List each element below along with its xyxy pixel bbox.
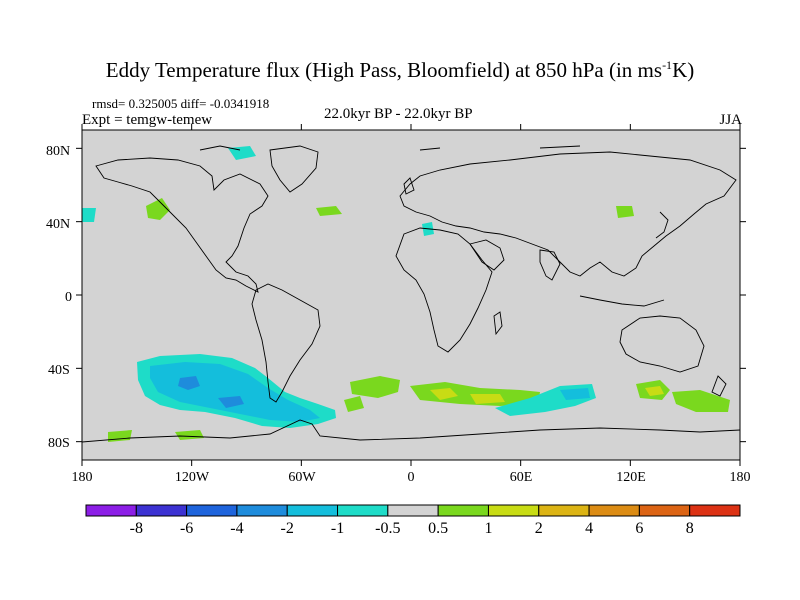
colorbar-swatch-2	[186, 504, 238, 517]
anomaly-region-south-atlantic-core	[430, 388, 458, 400]
colorbar-label-9: 4	[585, 520, 594, 537]
lon-label-0: 0	[407, 470, 415, 485]
coastline-indonesia	[579, 295, 665, 307]
season-label: JJA	[719, 112, 742, 128]
axis-ticks	[76, 124, 746, 466]
anomaly-fields	[82, 146, 730, 442]
anomaly-region-north-pacific	[146, 198, 170, 220]
coastline-madagascar	[493, 311, 503, 336]
lat-label-0: 0	[65, 290, 72, 305]
coastline-north-america	[95, 157, 269, 293]
colorbar-label-4: -1	[330, 520, 345, 537]
lon-label-120e: 120E	[616, 470, 646, 485]
coastline-south-america	[251, 283, 321, 403]
colorbar-swatch-9	[538, 504, 590, 517]
anomaly-region-antarctic-edge-2	[175, 430, 204, 440]
coastline-uk	[403, 177, 415, 195]
colorbar-swatch-8	[487, 504, 540, 517]
period-label: 22.0kyr BP - 22.0kyr BP	[324, 106, 473, 122]
coastline-new-zealand	[711, 375, 727, 397]
lat-label-80s: 80S	[48, 436, 70, 451]
colorbar-label-6: 0.5	[428, 520, 449, 537]
colorbar-label-2: -4	[230, 520, 244, 537]
colorbar-label-3: -2	[280, 520, 294, 537]
anomaly-region-north-atlantic	[228, 146, 256, 160]
anomaly-region-indian-negative-core	[560, 388, 590, 400]
colorbar-swatch-5	[337, 504, 389, 517]
lat-label-40s: 40S	[48, 363, 70, 378]
colorbar-swatch-0	[85, 504, 137, 517]
anomaly-region-south-pacific-core	[178, 376, 200, 390]
colorbar-label-10: 6	[635, 520, 644, 537]
colorbar-swatch-3	[236, 504, 288, 517]
colorbar-swatch-6	[387, 504, 439, 517]
map-title: Eddy Temperature flux (High Pass, Bloomf…	[105, 58, 695, 82]
colorbar-swatch-11	[638, 504, 691, 517]
coastline-greenland	[269, 145, 319, 193]
colorbar-swatch-4	[286, 504, 339, 517]
coastline-australia	[619, 315, 705, 373]
lon-label-60w: 60W	[288, 470, 316, 485]
anomaly-region-west-pacific-north	[82, 208, 96, 222]
colorbar-swatch-12	[689, 504, 741, 517]
coastline-japan	[655, 211, 669, 239]
colorbar-label-5: -0.5	[375, 520, 401, 537]
colorbar-label-11: 8	[685, 520, 694, 537]
lon-label-180e: 180	[729, 470, 751, 485]
coastline-india	[539, 249, 561, 281]
anomaly-region-north-atlantic-2	[316, 206, 342, 216]
coastline-arabia	[469, 239, 505, 271]
anomaly-region-south-atlantic	[350, 376, 400, 398]
lat-label-40n: 40N	[46, 217, 71, 232]
anomaly-region-south-pacific-core-2	[218, 396, 244, 408]
lon-label-60e: 60E	[509, 470, 533, 485]
coastline-antarctica	[82, 419, 740, 443]
colorbar-label-1: -6	[179, 520, 194, 537]
lat-label-80n: 80N	[46, 144, 71, 159]
map-background	[82, 130, 740, 460]
coastlines	[82, 145, 740, 443]
anomaly-region-south-pacific-pos	[672, 390, 730, 412]
experiment-label: Expt = temgw-temew	[82, 112, 213, 128]
anomaly-region-south-atlantic-core-2	[470, 394, 505, 404]
anomaly-region-atlantic-south-far	[344, 396, 364, 412]
colorbar-label-0: -8	[129, 520, 143, 537]
stats-line: rmsd= 0.325005 diff= -0.0341918	[92, 96, 270, 111]
coastline-africa	[395, 227, 493, 353]
colorbar-label-8: 2	[534, 520, 543, 537]
anomaly-region-central-asia	[616, 206, 634, 218]
anomaly-region-south-pacific-pos-core	[645, 386, 664, 396]
colorbar-swatch-10	[588, 504, 640, 517]
colorbar-label-7: 1	[484, 520, 493, 537]
colorbar-swatch-1	[135, 504, 188, 517]
coastline-eurasia	[399, 151, 737, 277]
lon-label-120w: 120W	[174, 470, 210, 485]
lon-label-180w: 180	[71, 470, 93, 485]
coastline-arctic-islands	[199, 145, 581, 151]
colorbar-swatch-7	[437, 504, 489, 517]
colorbar	[85, 504, 741, 517]
